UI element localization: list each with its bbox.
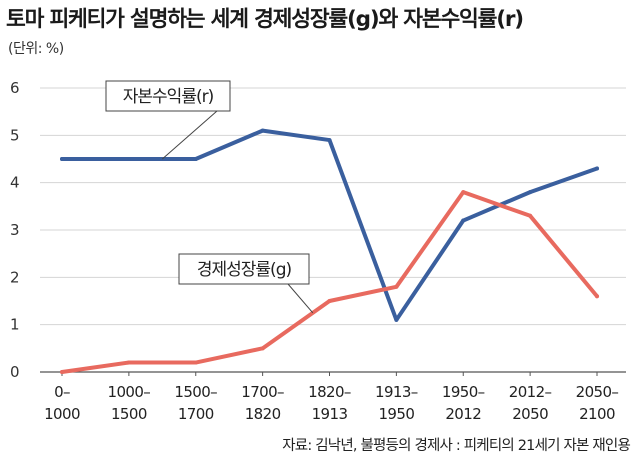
return-on-capital-point (528, 190, 533, 195)
x-tick-label: 1700– 1820 (241, 383, 284, 423)
x-tick-label-line: 1913– (375, 383, 418, 401)
y-tick-label: 6 (10, 79, 20, 97)
y-tick-label: 3 (10, 221, 20, 239)
x-tick-label-line: 1820– (308, 383, 351, 401)
return-on-capital-callout-label: 자본수익률(r) (123, 87, 214, 107)
economic-growth-line (60, 190, 599, 374)
series-callouts: 자본수익률(r) 경제성장률(g) (105, 80, 314, 314)
economic-growth-callout-label: 경제성장률(g) (197, 260, 292, 280)
x-tick-label-line: 1700– (241, 383, 284, 401)
y-tick-label: 1 (10, 316, 20, 334)
return-on-capital-point (394, 317, 399, 322)
x-tick-label-line: 0– (54, 383, 70, 401)
grid-lines (40, 87, 626, 376)
x-tick-label-line: 2100 (579, 405, 615, 423)
y-tick-label: 0 (10, 363, 20, 381)
chart-title: 토마 피케티가 설명하는 세계 경제성장률(g)와 자본수익률(r) (6, 7, 524, 32)
unit-label: (단위: %) (8, 41, 64, 57)
x-tick-label-line: 1700 (178, 405, 214, 423)
x-tick-label: 2012– 2050 (509, 383, 552, 423)
y-tick-label: 2 (10, 268, 20, 286)
return-on-capital-line (60, 128, 599, 322)
return-on-capital-point (327, 138, 332, 143)
x-tick-label-line: 1913 (312, 405, 348, 423)
y-tick-labels: 0 1 2 3 4 5 6 (10, 79, 20, 381)
return-on-capital-callout-box (105, 80, 231, 112)
x-tick-label-line: 1820 (245, 405, 281, 423)
return-on-capital-point (193, 157, 198, 161)
x-tick-label-line: 1000 (44, 405, 80, 423)
return-on-capital-callout-leader (161, 110, 218, 160)
return-on-capital-point (461, 218, 466, 223)
economic-growth-point (595, 294, 599, 299)
x-tick-label-line: 2012 (445, 405, 481, 423)
x-tick-label: 1913– 1950 (375, 383, 418, 423)
series-lines (60, 128, 599, 374)
y-tick-label: 5 (10, 126, 20, 144)
economic-growth-point (327, 299, 332, 303)
x-tick-label: 0– 1000 (44, 383, 80, 423)
economic-growth-point (461, 190, 466, 195)
x-tick-label-line: 1500– (174, 383, 217, 401)
x-tick-label: 1000– 1500 (108, 383, 151, 423)
economic-growth-point (60, 370, 64, 374)
economic-growth-point (394, 284, 399, 289)
x-tick-label: 1950– 2012 (442, 383, 485, 423)
x-tick-label-line: 1000– (108, 383, 151, 401)
x-tick-label-line: 2050 (512, 405, 548, 423)
economic-growth-callout-leader (287, 283, 314, 314)
return-on-capital-point (60, 157, 64, 161)
economic-growth-point (193, 360, 198, 365)
economic-growth-point (126, 360, 131, 365)
x-tick-label: 2050– 2100 (576, 383, 619, 423)
return-on-capital-point (260, 128, 265, 133)
source-note: 자료: 김낙년, 불평등의 경제사 : 피케티의 21세기 자본 재인용 (282, 438, 631, 454)
x-tick-label-line: 2012– (509, 383, 552, 401)
economic-growth-callout-box (178, 253, 310, 285)
return-on-capital-point (595, 166, 599, 171)
y-tick-label: 4 (10, 174, 20, 192)
x-tick-labels: 0– 1000 1000– 1500 1500– 1700 1700– 1820 1820– 19… (44, 383, 619, 423)
return-on-capital-point (126, 157, 131, 161)
economic-growth-point (260, 346, 265, 351)
x-tick-label-line: 1500 (111, 405, 147, 423)
x-tick-label-line: 1950 (378, 405, 414, 423)
x-tick-label-line: 2050– (576, 383, 619, 401)
x-tick-label: 1500– 1700 (174, 383, 217, 423)
economic-growth-point (528, 213, 533, 218)
x-tick-label: 1820– 1913 (308, 383, 351, 423)
x-tick-label-line: 1950– (442, 383, 485, 401)
